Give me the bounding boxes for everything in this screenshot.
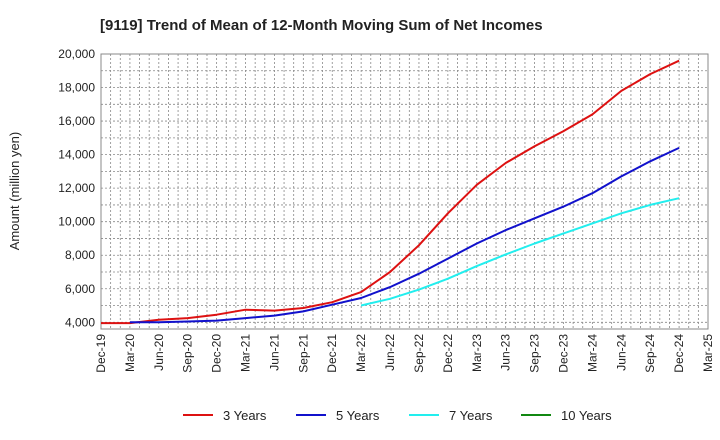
y-tick-labels: 4,000 6,000 8,000 10,000 12,000 14,000 16,000 1… bbox=[58, 47, 95, 329]
x-tick-label: Jun-21 bbox=[267, 334, 281, 371]
y-tick-label: 6,000 bbox=[65, 282, 95, 296]
y-tick-label: 14,000 bbox=[58, 148, 95, 162]
series-line-5-years bbox=[129, 146, 680, 324]
x-tick-label: Jun-23 bbox=[499, 334, 513, 371]
chart-title: [9119] Trend of Mean of 12-Month Moving … bbox=[100, 17, 543, 34]
legend-label: 3 Years bbox=[223, 408, 267, 423]
x-tick-label: Sep-21 bbox=[296, 334, 310, 373]
x-tick-label: Dec-22 bbox=[441, 334, 455, 373]
x-tick-label: Mar-23 bbox=[470, 334, 484, 372]
y-tick-label: 4,000 bbox=[65, 315, 95, 329]
x-tick-label: Mar-20 bbox=[123, 334, 137, 372]
y-tick-label: 12,000 bbox=[58, 181, 95, 195]
series-lines bbox=[101, 59, 680, 325]
y-tick-label: 10,000 bbox=[58, 215, 95, 229]
y-tick-label: 16,000 bbox=[58, 114, 95, 128]
x-tick-label: Mar-25 bbox=[701, 334, 715, 372]
x-tick-label: Sep-24 bbox=[643, 334, 657, 373]
x-tick-label: Dec-23 bbox=[556, 334, 570, 373]
x-tick-label: Jun-22 bbox=[383, 334, 397, 371]
x-tick-label: Sep-23 bbox=[528, 334, 542, 373]
y-tick-label: 18,000 bbox=[58, 81, 95, 95]
series-line-7-years bbox=[360, 197, 680, 307]
series-line-3-years bbox=[101, 59, 680, 325]
y-tick-label: 20,000 bbox=[58, 47, 95, 61]
x-tick-labels: Dec-19 Mar-20 Jun-20 Sep-20 Dec-20 Mar-21 Jun-… bbox=[94, 334, 715, 373]
x-tick-label: Mar-21 bbox=[239, 334, 253, 372]
x-tick-label: Dec-20 bbox=[210, 334, 224, 373]
x-tick-label: Dec-24 bbox=[672, 334, 686, 373]
x-tick-label: Dec-19 bbox=[94, 334, 108, 373]
legend-label: 10 Years bbox=[561, 408, 612, 423]
legend-label: 7 Years bbox=[449, 408, 493, 423]
legend-label: 5 Years bbox=[336, 408, 380, 423]
y-tick-label: 8,000 bbox=[65, 248, 95, 262]
x-tick-label: Sep-22 bbox=[412, 334, 426, 373]
x-tick-label: Mar-22 bbox=[354, 334, 368, 372]
x-tick-label: Dec-21 bbox=[325, 334, 339, 373]
x-tick-label: Jun-20 bbox=[152, 334, 166, 371]
y-axis-label: Amount (million yen) bbox=[7, 132, 22, 251]
plot-area bbox=[100, 53, 709, 330]
x-tick-label: Jun-24 bbox=[614, 334, 628, 371]
x-tick-label: Mar-24 bbox=[585, 334, 599, 372]
legend: 3 Years 5 Years 7 Years 10 Years bbox=[183, 408, 612, 423]
grid bbox=[101, 54, 708, 329]
x-tick-label: Sep-20 bbox=[181, 334, 195, 373]
